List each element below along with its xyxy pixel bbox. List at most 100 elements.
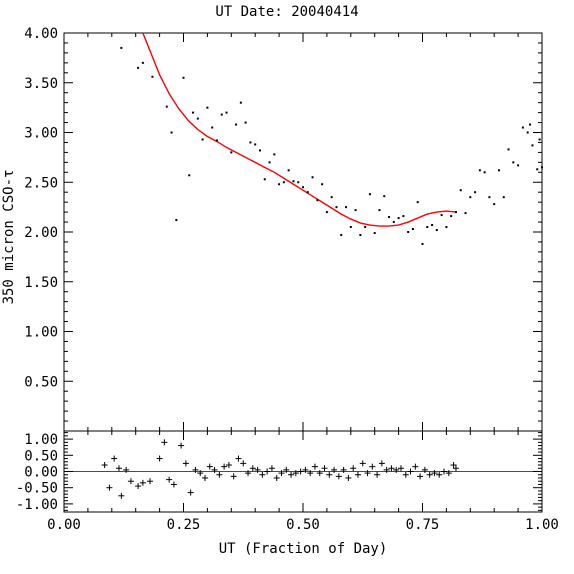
tau-point bbox=[383, 195, 386, 198]
residual-point bbox=[311, 463, 318, 470]
tau-point bbox=[541, 166, 543, 169]
residual-point bbox=[321, 465, 328, 472]
tau-point bbox=[306, 191, 309, 194]
residual-point bbox=[307, 470, 314, 477]
tau-point bbox=[378, 209, 381, 212]
residual-point bbox=[388, 465, 395, 472]
tau-point bbox=[507, 148, 510, 151]
tau-point bbox=[411, 228, 414, 231]
tau-point bbox=[258, 149, 261, 152]
tau-point bbox=[235, 123, 238, 126]
x-tick-label: 0.50 bbox=[286, 517, 320, 533]
residual-point bbox=[264, 468, 271, 475]
tau-point bbox=[531, 144, 534, 147]
tau-point bbox=[497, 169, 500, 172]
tau-point bbox=[521, 126, 524, 129]
residual-point bbox=[340, 466, 347, 473]
tau-y-tick-label: 2.00 bbox=[24, 225, 58, 241]
residual-point bbox=[182, 460, 189, 467]
residual-y-tick-label: 0.00 bbox=[24, 465, 58, 481]
tau-point bbox=[165, 105, 168, 108]
tau-point bbox=[421, 242, 424, 245]
x-tick-label: 1.00 bbox=[525, 517, 559, 533]
tau-y-tick-label: 4.00 bbox=[24, 26, 58, 42]
x-tick-label: 0.25 bbox=[167, 517, 201, 533]
tau-point bbox=[488, 196, 491, 199]
residual-point bbox=[421, 466, 428, 473]
residual-point bbox=[374, 471, 381, 478]
residual-point bbox=[221, 463, 228, 470]
tau-point bbox=[536, 168, 539, 171]
residual-point bbox=[123, 466, 130, 473]
tau-point bbox=[359, 233, 362, 236]
tau-point bbox=[137, 66, 140, 69]
tau-point bbox=[440, 214, 443, 217]
x-tick-label: 0.00 bbox=[47, 517, 81, 533]
residual-point bbox=[302, 466, 309, 473]
residual-point bbox=[431, 470, 438, 477]
tau-point bbox=[445, 226, 448, 229]
residual-point bbox=[426, 471, 433, 478]
tau-point bbox=[388, 216, 391, 219]
residual-point bbox=[101, 462, 108, 469]
tau-point bbox=[340, 233, 343, 236]
residual-point bbox=[268, 465, 275, 472]
residual-y-tick-label: 0.50 bbox=[24, 448, 58, 464]
tau-axis-ticks bbox=[63, 32, 543, 432]
residual-axis-ticks bbox=[63, 431, 543, 512]
tau-point bbox=[454, 211, 457, 214]
residual-point bbox=[166, 476, 173, 483]
tau-point bbox=[249, 141, 252, 144]
tau-point bbox=[464, 212, 467, 215]
tau-point bbox=[483, 171, 486, 174]
tau-point bbox=[397, 217, 400, 220]
tau-point bbox=[474, 191, 477, 194]
tau-point bbox=[141, 61, 144, 64]
residual-point bbox=[412, 463, 419, 470]
tau-point bbox=[302, 186, 304, 189]
residual-points-layer bbox=[101, 439, 459, 499]
x-axis-label: UT (Fraction of Day) bbox=[219, 541, 388, 557]
residual-point bbox=[402, 471, 409, 478]
residual-point bbox=[445, 470, 452, 477]
tau-point bbox=[435, 229, 438, 232]
residual-point bbox=[383, 466, 390, 473]
residual-point bbox=[111, 455, 118, 462]
tau-point bbox=[211, 126, 214, 129]
residual-point bbox=[259, 471, 266, 478]
residual-point bbox=[278, 470, 285, 477]
residual-point bbox=[450, 462, 457, 469]
residual-y-tick-labels: 1.000.500.00-0.50-1.00 bbox=[16, 432, 58, 513]
tau-point bbox=[335, 206, 338, 209]
y-axis-label: 350 micron CSO-τ bbox=[1, 170, 17, 305]
residual-point bbox=[359, 460, 366, 467]
tau-point bbox=[215, 139, 218, 142]
tau-y-tick-label: 0.50 bbox=[24, 374, 58, 390]
tau-y-tick-label: 3.00 bbox=[24, 126, 58, 142]
tau-point bbox=[321, 183, 324, 186]
residual-point bbox=[135, 483, 142, 490]
residual-point bbox=[106, 484, 113, 491]
residual-point bbox=[316, 470, 323, 477]
residual-point bbox=[197, 470, 204, 477]
tau-point bbox=[316, 199, 319, 202]
tau-point bbox=[402, 215, 405, 218]
tau-point bbox=[426, 226, 429, 229]
tau-point bbox=[538, 138, 541, 141]
residual-point bbox=[354, 471, 361, 478]
residual-point bbox=[202, 474, 209, 481]
residual-point bbox=[397, 465, 404, 472]
tau-point bbox=[297, 181, 300, 184]
tau-point bbox=[120, 46, 123, 49]
residual-point bbox=[225, 462, 232, 469]
tau-point bbox=[201, 138, 204, 141]
tau-point bbox=[459, 189, 462, 192]
fit-curve bbox=[142, 32, 457, 227]
tau-point bbox=[512, 161, 515, 164]
residual-point bbox=[288, 471, 295, 478]
tau-points-layer bbox=[120, 46, 543, 245]
tau-point bbox=[349, 226, 352, 229]
tau-point bbox=[392, 221, 395, 224]
tau-y-tick-labels: 0.50 1.00 1.50 2.00 2.50 3.00 3.50 4.00 bbox=[24, 26, 58, 390]
